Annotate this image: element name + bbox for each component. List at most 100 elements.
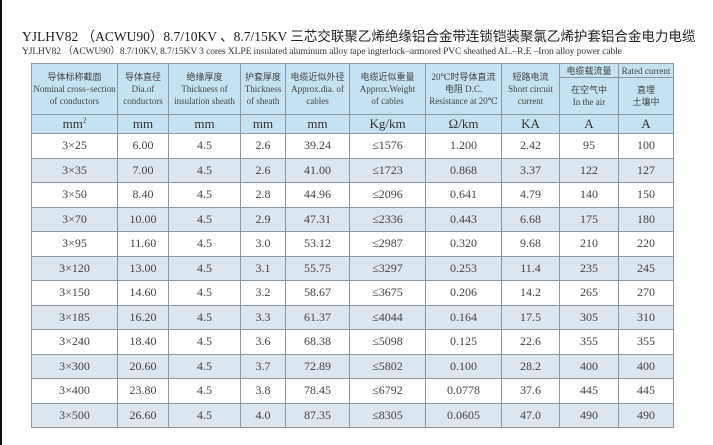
table-row: 3×35 7.00 4.5 2.6 41.00 ≤1723 0.868 3.37 122 127 bbox=[31, 157, 674, 183]
table-cell: 0.253 bbox=[425, 255, 502, 281]
table-cell: ≤6792 bbox=[349, 378, 426, 404]
table-cell: 72.89 bbox=[285, 353, 350, 379]
table-cell: 3×300 bbox=[31, 353, 118, 379]
table-cell: 10.00 bbox=[117, 206, 169, 232]
table-cell: 17.5 bbox=[501, 304, 560, 330]
table-cell: 2.9 bbox=[240, 206, 286, 232]
cable-spec-table: 导体标称截面 Nominal cross–section of conductors… bbox=[31, 63, 674, 428]
table-row: 3×185 16.20 4.5 3.3 61.37 ≤4044 0.164 17.5 305 31… bbox=[31, 304, 674, 330]
table-cell: 87.35 bbox=[285, 402, 350, 428]
table-cell: 3×120 bbox=[31, 255, 118, 281]
table-cell: 490 bbox=[559, 402, 619, 428]
table-cell: 4.79 bbox=[501, 182, 560, 208]
table-cell: ≤2987 bbox=[349, 231, 426, 257]
table-cell: ≤5802 bbox=[349, 353, 426, 379]
table-cell: 4.5 bbox=[168, 157, 241, 183]
table-cell: 39.24 bbox=[285, 133, 350, 159]
table-cell: 6.68 bbox=[501, 206, 560, 232]
table-cell: 0.443 bbox=[425, 206, 502, 232]
table-cell: 3.0 bbox=[240, 231, 286, 257]
table-cell: 3×500 bbox=[31, 402, 118, 428]
table-cell: 220 bbox=[618, 231, 674, 257]
table-row: 3×400 23.80 4.5 3.8 78.45 ≤6792 0.0778 37.6 445 4… bbox=[31, 378, 674, 404]
table-cell: 0.0605 bbox=[425, 402, 502, 428]
column-header: 电缆近似重量 Approx.Weight of cables bbox=[349, 63, 426, 115]
table-cell: 3.37 bbox=[501, 157, 560, 183]
table-cell: 310 bbox=[618, 304, 674, 330]
table-cell: 1.200 bbox=[425, 133, 502, 159]
header-current-cn: 电缆载流量 bbox=[559, 63, 619, 78]
table-cell: 245 bbox=[618, 255, 674, 281]
table-cell: 0.206 bbox=[425, 280, 502, 306]
table-cell: 0.641 bbox=[425, 182, 502, 208]
table-cell: ≤1723 bbox=[349, 157, 426, 183]
table-cell: 16.20 bbox=[117, 304, 169, 330]
table-cell: 235 bbox=[559, 255, 619, 281]
table-cell: 9.68 bbox=[501, 231, 560, 257]
column-header: 电缆近似外径 Approx.dia. of cables bbox=[285, 63, 350, 115]
table-cell: 4.5 bbox=[168, 280, 241, 306]
table-cell: 78.45 bbox=[285, 378, 350, 404]
unit-cell: mm2 bbox=[31, 114, 118, 134]
column-header: 护套厚度 Thickness of sheath bbox=[240, 63, 286, 115]
table-cell: 0.164 bbox=[425, 304, 502, 330]
table-cell: 0.0778 bbox=[425, 378, 502, 404]
table-cell: 2.6 bbox=[240, 133, 286, 159]
table-cell: 3.8 bbox=[240, 378, 286, 404]
table-cell: 3×35 bbox=[31, 157, 118, 183]
table-cell: 4.5 bbox=[168, 133, 241, 159]
unit-cell: Ω/km bbox=[425, 114, 502, 134]
table-cell: 4.5 bbox=[168, 378, 241, 404]
unit-cell: mm bbox=[168, 114, 241, 134]
title-english: YJLHV82 （ACWU90）8.7/10KV, 8.7/15KV 3 cor… bbox=[22, 47, 622, 57]
table-row: 3×500 26.60 4.5 4.0 87.35 ≤8305 0.0605 47.0 490 4… bbox=[31, 402, 674, 428]
header-in-soil: 直埋 土壤中 bbox=[618, 77, 674, 115]
unit-cell: KA bbox=[501, 114, 560, 134]
table-cell: 6.00 bbox=[117, 133, 169, 159]
table-cell: 3.6 bbox=[240, 329, 286, 355]
table-cell: 100 bbox=[618, 133, 674, 159]
table-cell: 4.5 bbox=[168, 231, 241, 257]
table-cell: 55.75 bbox=[285, 255, 350, 281]
table-cell: 41.00 bbox=[285, 157, 350, 183]
table-cell: ≤1576 bbox=[349, 133, 426, 159]
table-cell: 355 bbox=[618, 329, 674, 355]
header-rated-current: Rated current bbox=[618, 63, 674, 78]
table-cell: 490 bbox=[618, 402, 674, 428]
table-cell: 0.868 bbox=[425, 157, 502, 183]
table-cell: 28.2 bbox=[501, 353, 560, 379]
table-cell: 3.2 bbox=[240, 280, 286, 306]
table-cell: 445 bbox=[618, 378, 674, 404]
unit-cell: mm bbox=[240, 114, 286, 134]
table-row: 3×25 6.00 4.5 2.6 39.24 ≤1576 1.200 2.42 95 100 bbox=[31, 133, 674, 159]
table-cell: 400 bbox=[559, 353, 619, 379]
table-cell: 22.6 bbox=[501, 329, 560, 355]
column-header: 导体直径 Dia.of conductors bbox=[117, 63, 169, 115]
table-cell: ≤2096 bbox=[349, 182, 426, 208]
table-cell: 8.40 bbox=[117, 182, 169, 208]
table-cell: ≤4044 bbox=[349, 304, 426, 330]
table-cell: 265 bbox=[559, 280, 619, 306]
table-row: 3×120 13.00 4.5 3.1 55.75 ≤3297 0.253 11.4 235 24… bbox=[31, 255, 674, 281]
table-cell: 140 bbox=[559, 182, 619, 208]
table-cell: 0.320 bbox=[425, 231, 502, 257]
table-cell: 53.12 bbox=[285, 231, 350, 257]
table-cell: 11.4 bbox=[501, 255, 560, 281]
table-cell: 3×150 bbox=[31, 280, 118, 306]
table-cell: 68.38 bbox=[285, 329, 350, 355]
table-cell: 3×95 bbox=[31, 231, 118, 257]
unit-cell: A bbox=[618, 114, 674, 134]
table-cell: 13.00 bbox=[117, 255, 169, 281]
table-cell: 4.5 bbox=[168, 255, 241, 281]
table-cell: 4.5 bbox=[168, 329, 241, 355]
table-cell: 305 bbox=[559, 304, 619, 330]
table-cell: 4.0 bbox=[240, 402, 286, 428]
table-cell: 14.60 bbox=[117, 280, 169, 306]
table-cell: 0.100 bbox=[425, 353, 502, 379]
table-cell: ≤5098 bbox=[349, 329, 426, 355]
table-cell: 3.3 bbox=[240, 304, 286, 330]
unit-cell: mm bbox=[117, 114, 169, 134]
table-cell: 26.60 bbox=[117, 402, 169, 428]
table-cell: 44.96 bbox=[285, 182, 350, 208]
table-cell: 270 bbox=[618, 280, 674, 306]
